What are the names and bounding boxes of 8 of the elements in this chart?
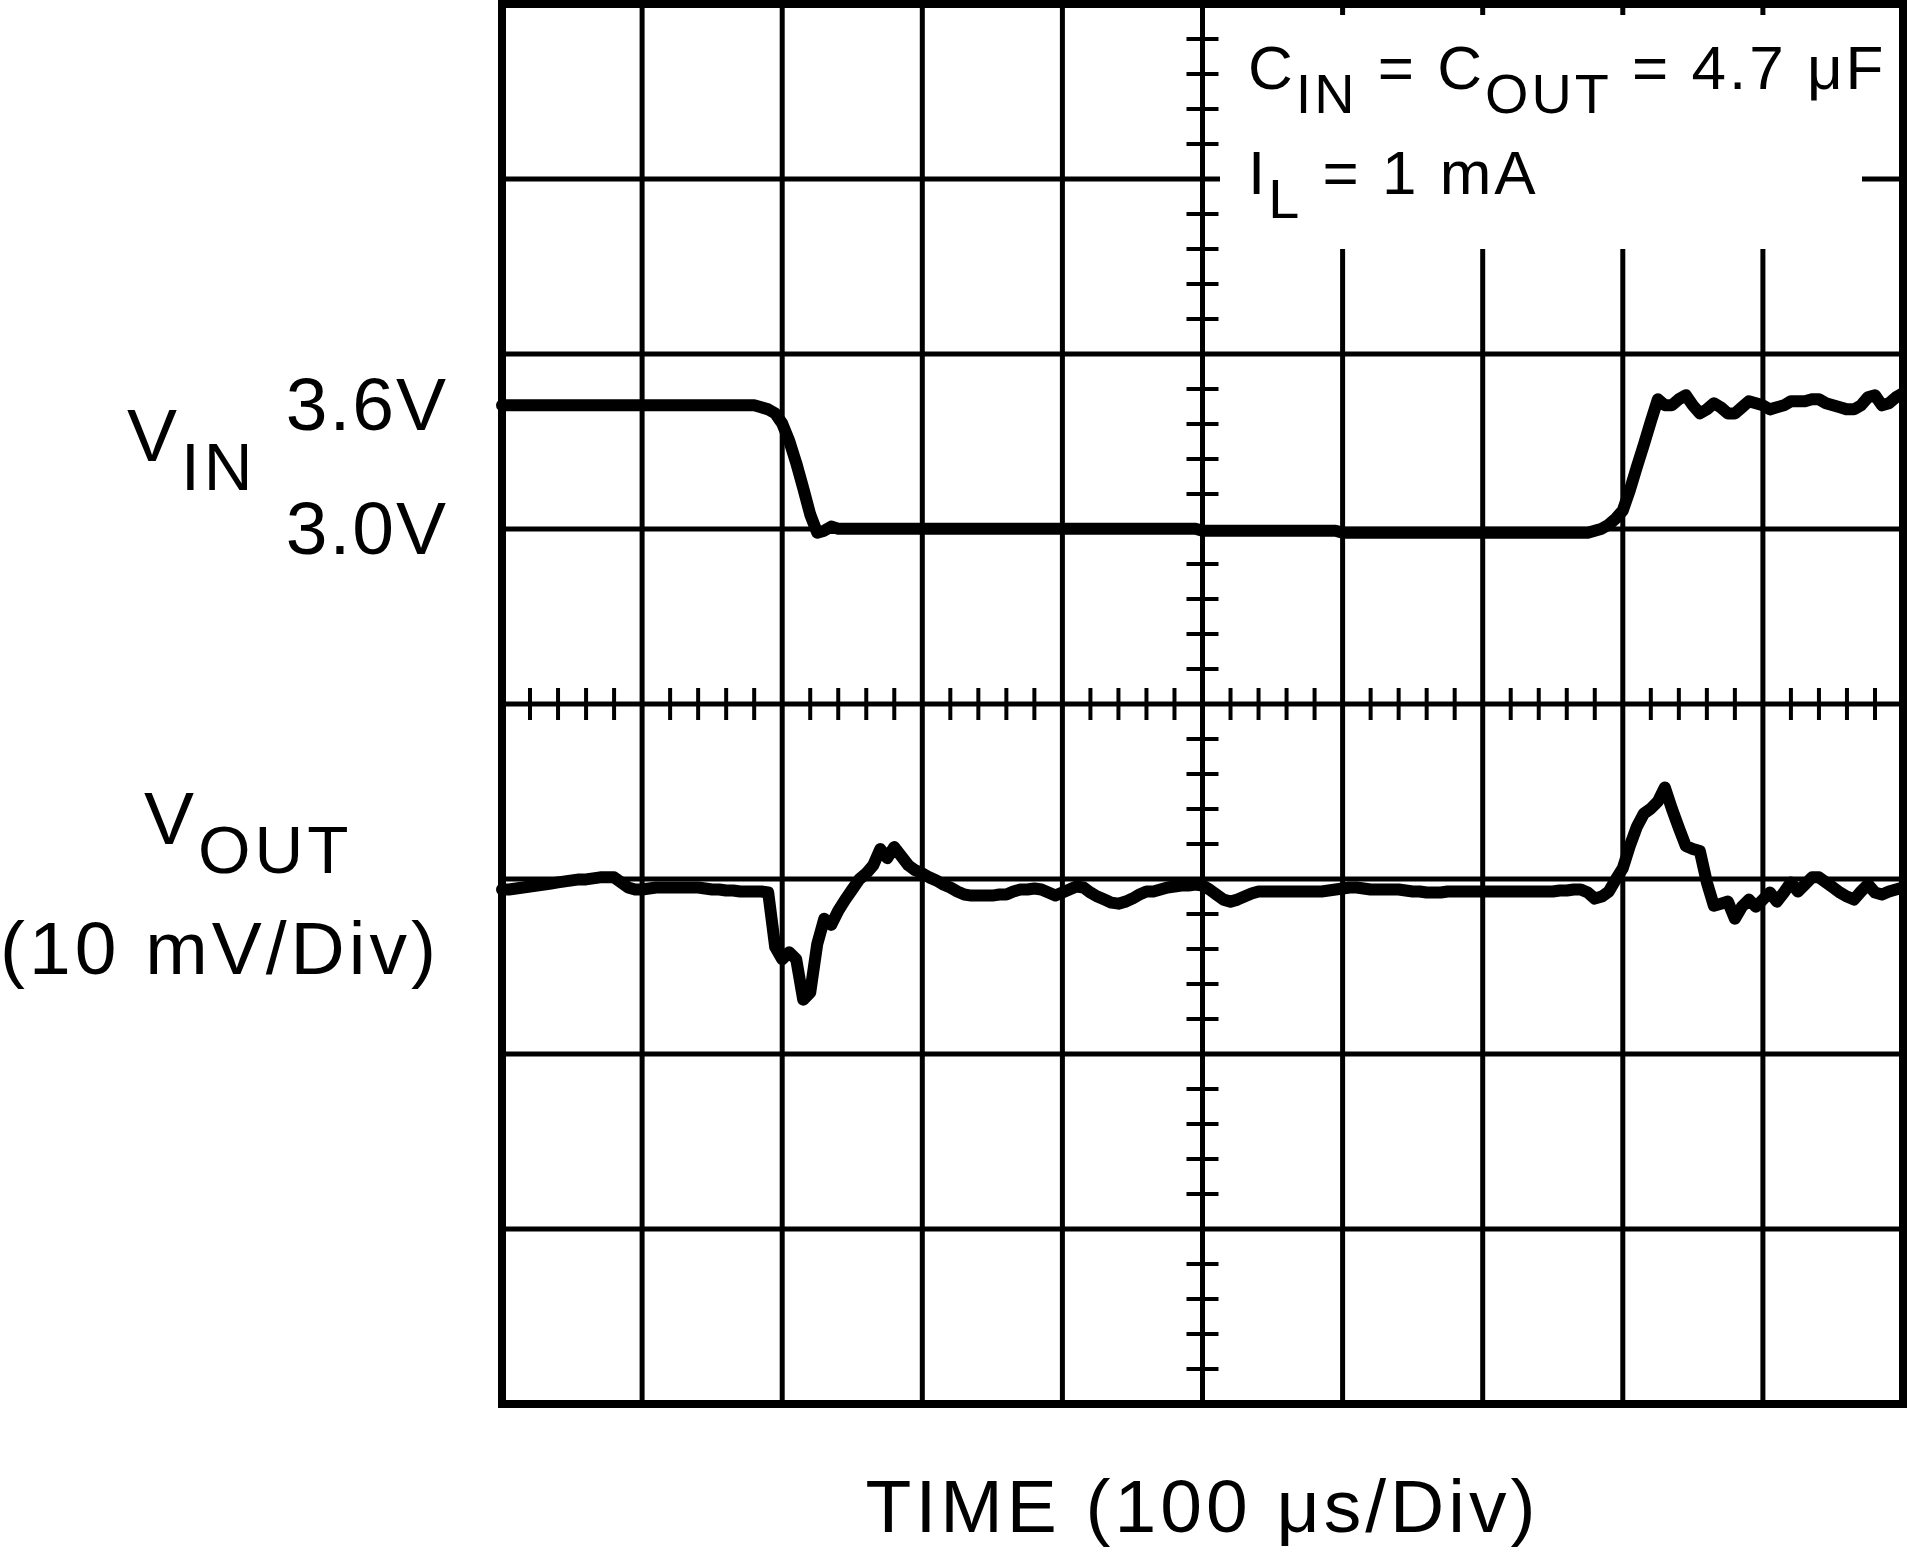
text: 3.0V bbox=[285, 485, 448, 571]
y-axis-title: (10 mV/Div) bbox=[0, 905, 440, 991]
text: 3.6V bbox=[285, 361, 448, 447]
x-axis-title: TIME (100 μs/Div) bbox=[864, 1463, 1541, 1549]
text: I$_{L}$ = 1 mA bbox=[1248, 138, 1539, 230]
text: V$_{IN}$ bbox=[127, 392, 257, 505]
text: C$_{IN}$ = C$_{OUT}$ = 4.7 μF bbox=[1247, 32, 1887, 125]
series-label: V$_{OUT}$ bbox=[144, 775, 353, 888]
